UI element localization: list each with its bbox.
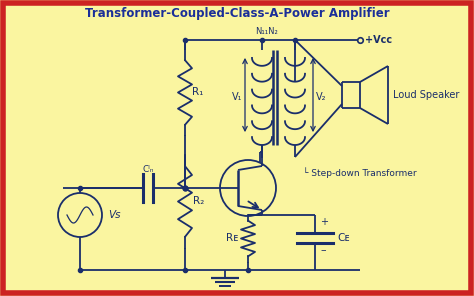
Text: Vs: Vs: [108, 210, 120, 220]
Text: N₁₁N₂: N₁₁N₂: [255, 28, 278, 36]
Text: +Vcc: +Vcc: [365, 35, 392, 45]
Text: V₂: V₂: [316, 92, 327, 102]
Text: –: –: [320, 245, 326, 255]
Text: +: +: [320, 217, 328, 227]
Text: Cᴵₙ: Cᴵₙ: [142, 165, 154, 175]
Text: Loud Speaker: Loud Speaker: [393, 90, 459, 100]
Text: Cᴇ: Cᴇ: [337, 233, 350, 243]
Text: └ Step-down Transformer: └ Step-down Transformer: [303, 168, 417, 178]
Text: R₂: R₂: [193, 196, 204, 206]
Text: R₁: R₁: [192, 87, 203, 97]
Text: V₁: V₁: [231, 92, 242, 102]
Text: Transformer-Coupled-Class-A-Power Amplifier: Transformer-Coupled-Class-A-Power Amplif…: [85, 7, 389, 20]
Text: Rᴇ: Rᴇ: [226, 233, 238, 243]
